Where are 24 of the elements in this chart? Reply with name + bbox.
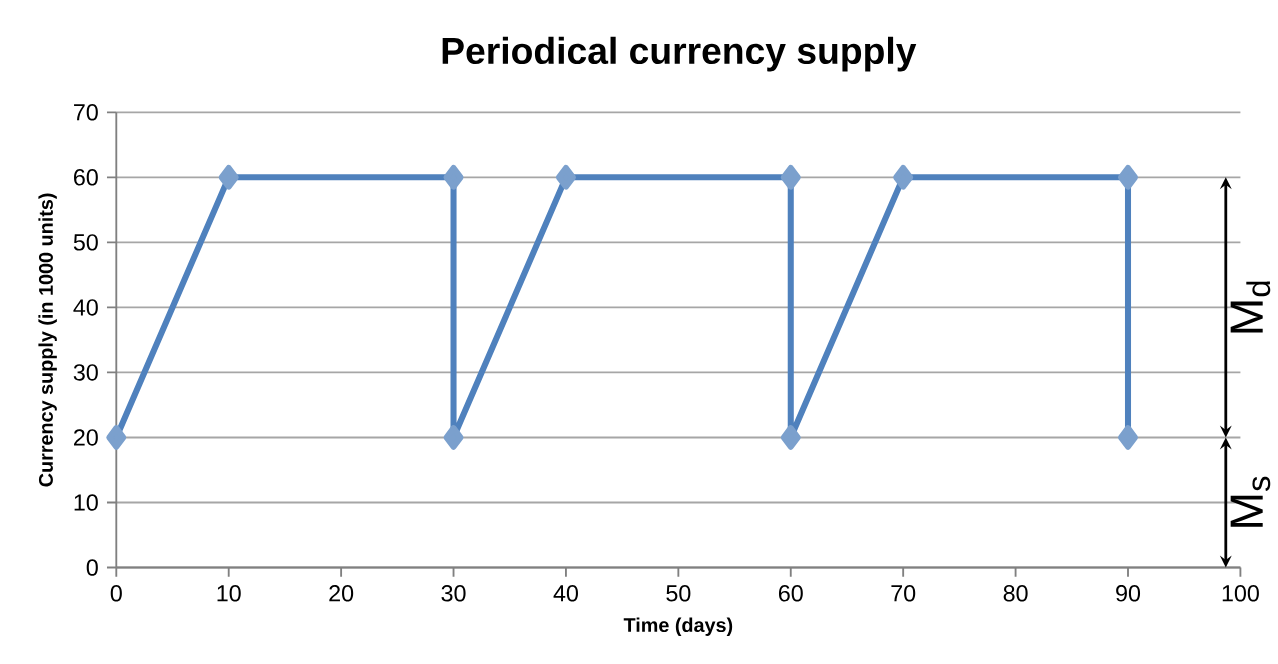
y-tick-label: 70 [74,104,98,121]
y-tick-label: 20 [74,429,98,446]
chart-title: Periodical currency supply [442,36,917,72]
x-tick-label: 80 [1003,585,1028,602]
x-tick-label: 30 [441,585,466,602]
y-tick-label: 0 [86,559,98,576]
x-tick-label: 0 [110,585,122,602]
y-tick-label: 50 [73,234,98,251]
x-tick-label: 100 [1222,585,1259,602]
x-axis-title: Time (days) [623,617,733,636]
y-tick-label: 40 [73,299,98,316]
x-tick-label: 10 [217,585,241,602]
x-tick-label: 90 [1116,585,1141,602]
annotation: M$_{d}$ [1230,281,1271,333]
x-tick-label: 50 [666,585,691,602]
x-tick-label: 70 [891,585,916,602]
y-axis-title: Currency supply (in 1000 units) [38,193,57,487]
x-tick-label: 60 [778,585,803,602]
x-tick-label: 40 [553,585,578,602]
y-tick-label: 10 [74,494,98,511]
y-tick-label: 30 [73,364,98,381]
x-tick-label: 20 [329,585,354,602]
y-tick-label: 60 [74,169,98,186]
annotation: M$_{s}$ [1230,476,1271,527]
